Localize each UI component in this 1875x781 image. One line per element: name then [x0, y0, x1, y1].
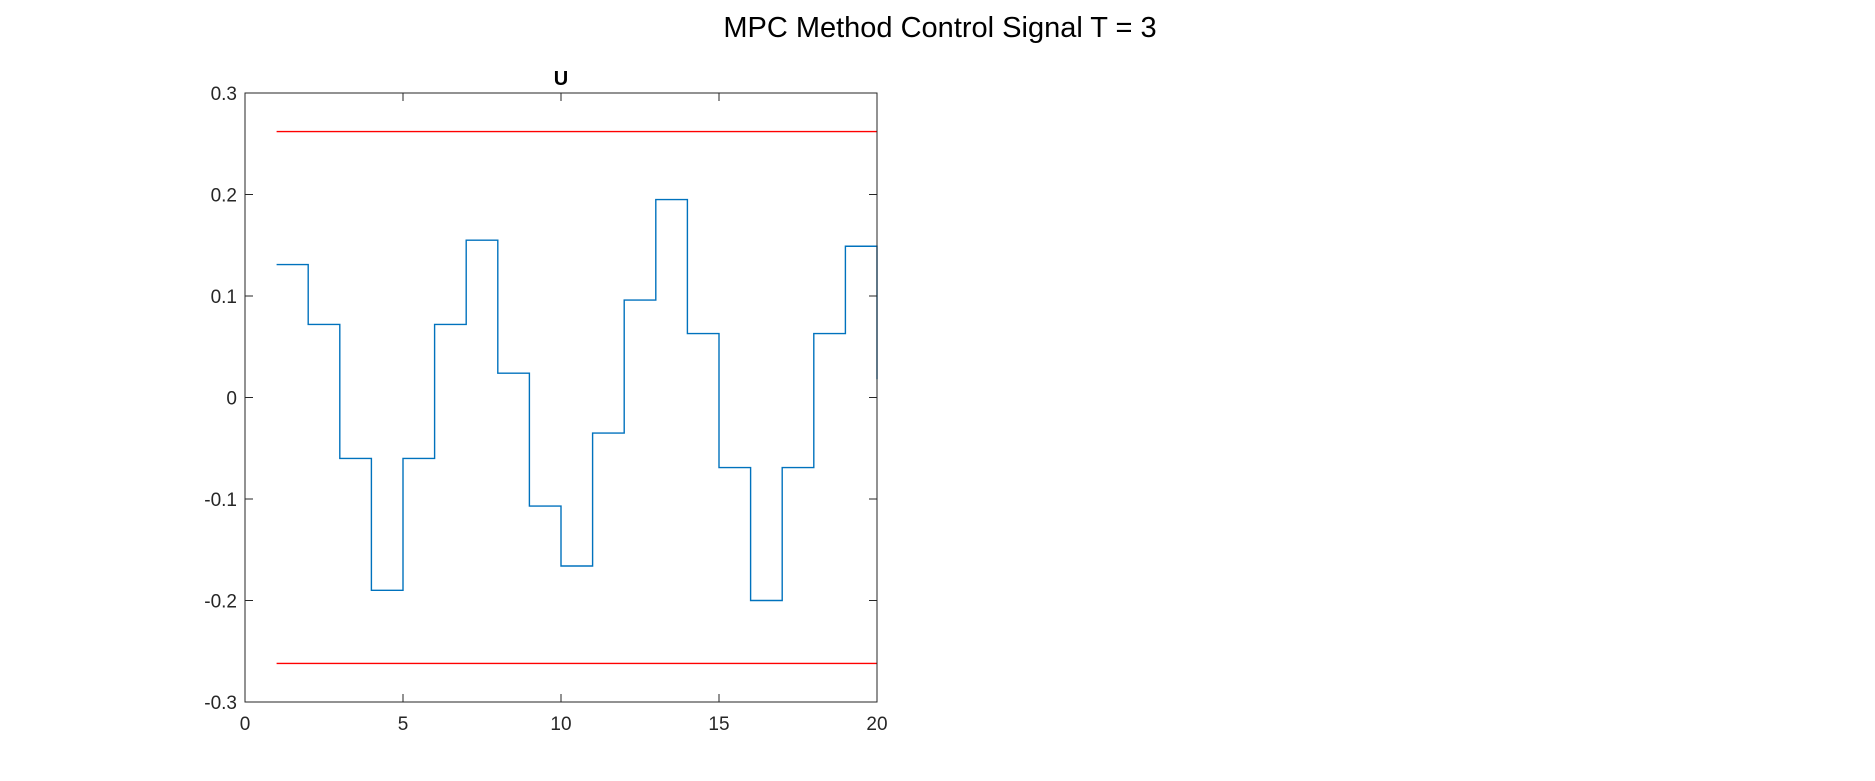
series-u-stairs [276, 198, 878, 602]
y-tick-label: 0 [226, 389, 237, 410]
x-tick-label: 0 [240, 714, 251, 735]
x-tick-label: 15 [708, 714, 729, 735]
x-tick-label: 5 [398, 714, 409, 735]
y-tick-label: -0.2 [204, 592, 237, 613]
y-tick-label: -0.3 [204, 693, 237, 714]
x-tick-label: 20 [866, 714, 887, 735]
axes-title: U [554, 68, 568, 90]
y-tick-label: -0.1 [204, 490, 237, 511]
series-layer [276, 130, 878, 665]
x-tick-label: 10 [550, 714, 571, 735]
figure-title: MPC Method Control Signal T = 3 [723, 12, 1157, 44]
y-tick-label: 0.3 [211, 84, 237, 105]
tick-layer: 0 5 10 15 20 0.3 0.2 0.1 0 -0.1 -0.2 -0.3 [204, 84, 887, 735]
y-tick-label: 0.1 [211, 287, 237, 308]
y-tick-label: 0.2 [211, 186, 237, 207]
